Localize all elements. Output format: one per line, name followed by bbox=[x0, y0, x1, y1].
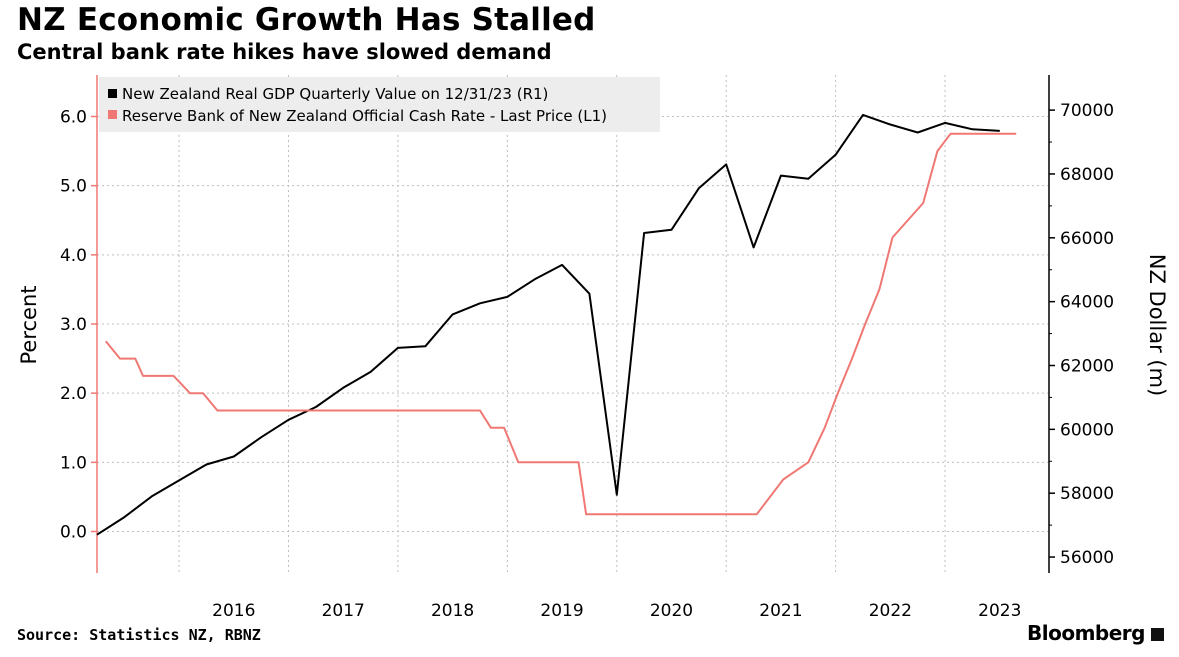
bloomberg-terminal-icon bbox=[1150, 628, 1164, 641]
x-tick-label-6: 2022 bbox=[869, 601, 912, 620]
bloomberg-logo: Bloomberg bbox=[1027, 621, 1164, 645]
legend: New Zealand Real GDP Quarterly Value on … bbox=[99, 77, 660, 132]
right-tick-label-3: 62000 bbox=[1060, 357, 1114, 377]
series-line-gdp bbox=[96, 113, 1000, 536]
x-tick-label-3: 2019 bbox=[540, 601, 583, 620]
x-tick-label-2: 2018 bbox=[431, 601, 474, 620]
x-tick-label-5: 2021 bbox=[759, 601, 802, 620]
right-tick-label-5: 66000 bbox=[1060, 229, 1114, 249]
source-note: Source: Statistics NZ, RBNZ bbox=[17, 626, 261, 644]
right-tick-label-7: 70000 bbox=[1060, 101, 1114, 121]
left-tick-label-6: 6.0 bbox=[60, 108, 87, 128]
right-tick-label-6: 68000 bbox=[1060, 165, 1114, 185]
left-tick-label-2: 2.0 bbox=[60, 384, 87, 404]
ticks: 0.0 1.0 2.0 3.0 4.0 5.0 6.0 56000 58000 60000 6200… bbox=[60, 101, 1114, 620]
legend-swatch-ocr bbox=[108, 110, 117, 119]
y-axis-right-title: NZ Dollar (m) bbox=[1145, 254, 1169, 396]
chart-title: NZ Economic Growth Has Stalled bbox=[17, 2, 596, 38]
left-tick-label-3: 3.0 bbox=[60, 315, 87, 335]
left-tick-label-1: 1.0 bbox=[60, 453, 87, 473]
right-tick-label-4: 64000 bbox=[1060, 293, 1114, 313]
chart-area: 0.0 1.0 2.0 3.0 4.0 5.0 6.0 56000 58000 60000 6200… bbox=[17, 75, 1169, 620]
x-tick-label-1: 2017 bbox=[322, 601, 365, 620]
series bbox=[96, 113, 1017, 536]
x-tick-label-4: 2020 bbox=[650, 601, 693, 620]
right-tick-label-0: 56000 bbox=[1060, 548, 1114, 568]
left-tick-label-4: 4.0 bbox=[60, 246, 87, 266]
chart-subtitle: Central bank rate hikes have slowed dema… bbox=[17, 40, 552, 64]
brand-name: Bloomberg bbox=[1027, 621, 1145, 645]
legend-label-ocr: Reserve Bank of New Zealand Official Cas… bbox=[122, 107, 607, 125]
series-line-cash-rate bbox=[105, 132, 1017, 516]
x-tick-label-7: 2023 bbox=[978, 601, 1021, 620]
y-axis-left-title: Percent bbox=[17, 285, 41, 364]
right-tick-label-1: 58000 bbox=[1060, 484, 1114, 504]
left-tick-label-5: 5.0 bbox=[60, 177, 87, 197]
right-tick-label-2: 60000 bbox=[1060, 420, 1114, 440]
legend-background bbox=[99, 77, 660, 132]
grid bbox=[97, 75, 1049, 573]
legend-swatch-gdp bbox=[108, 89, 117, 98]
legend-label-gdp: New Zealand Real GDP Quarterly Value on … bbox=[122, 85, 548, 103]
x-tick-label-0: 2016 bbox=[212, 601, 255, 620]
left-tick-label-0: 0.0 bbox=[60, 523, 87, 543]
